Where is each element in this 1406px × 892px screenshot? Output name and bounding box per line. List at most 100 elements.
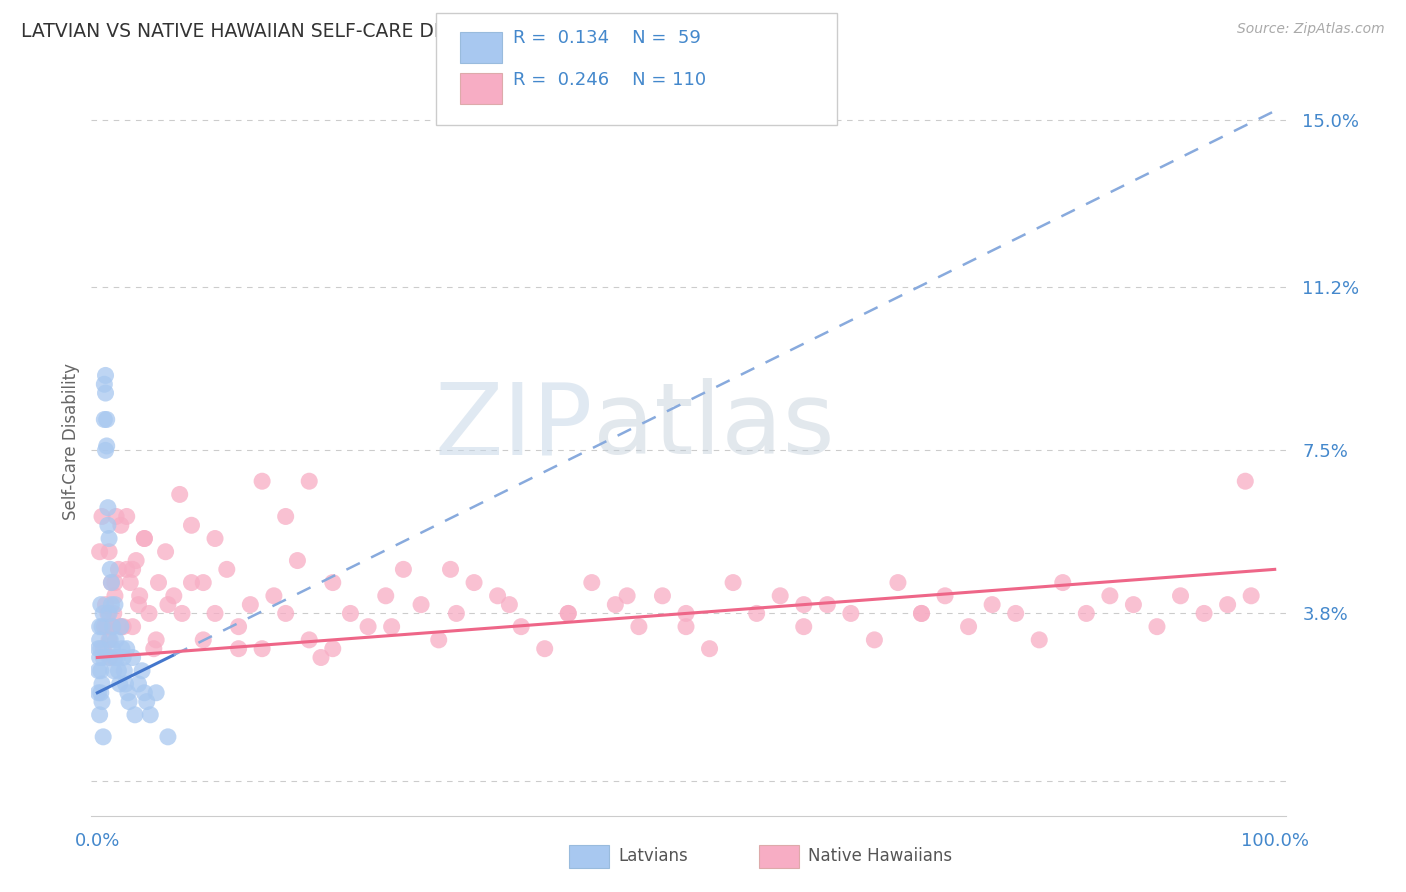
Text: atlas: atlas <box>593 378 835 475</box>
Point <box>169 487 191 501</box>
Point <box>97 518 120 533</box>
Point <box>110 518 132 533</box>
Point <box>91 650 114 665</box>
Point <box>105 632 128 647</box>
Point <box>108 677 131 691</box>
Point <box>91 730 114 744</box>
Point <box>155 545 177 559</box>
Y-axis label: Self-Care Disability: Self-Care Disability <box>62 363 80 520</box>
Point <box>112 664 135 678</box>
Point <box>100 575 122 590</box>
Point <box>409 598 432 612</box>
Point <box>117 686 139 700</box>
Text: R =  0.134    N =  59: R = 0.134 N = 59 <box>513 29 702 47</box>
Point <box>486 589 509 603</box>
Point <box>463 575 485 590</box>
Point <box>89 650 111 665</box>
Point <box>1170 589 1192 603</box>
Point <box>125 553 148 567</box>
Point <box>118 695 141 709</box>
Point <box>110 620 132 634</box>
Point <box>115 562 138 576</box>
Point <box>228 641 250 656</box>
Point <box>115 509 138 524</box>
Point <box>124 707 146 722</box>
Point <box>97 500 120 515</box>
Point <box>120 575 142 590</box>
Point <box>134 532 156 546</box>
Point <box>89 545 111 559</box>
Point <box>96 620 118 634</box>
Point <box>651 589 673 603</box>
Point <box>887 575 910 590</box>
Point <box>263 589 285 603</box>
Point <box>110 620 132 634</box>
Point <box>93 377 115 392</box>
Point <box>675 607 697 621</box>
Point <box>90 641 112 656</box>
Point <box>91 641 114 656</box>
Point <box>105 509 128 524</box>
Point <box>322 641 344 656</box>
Point <box>1076 607 1098 621</box>
Point <box>392 562 415 576</box>
Point <box>910 607 932 621</box>
Point <box>100 575 122 590</box>
Point <box>94 443 117 458</box>
Point <box>357 620 380 634</box>
Point <box>298 474 321 488</box>
Point <box>104 589 127 603</box>
Point <box>1052 575 1074 590</box>
Point <box>89 620 111 634</box>
Point <box>533 641 555 656</box>
Point <box>699 641 721 656</box>
Point <box>98 532 121 546</box>
Point <box>131 664 153 678</box>
Point <box>1234 474 1257 488</box>
Point <box>793 620 815 634</box>
Point <box>1122 598 1144 612</box>
Point <box>510 620 533 634</box>
Point <box>156 730 179 744</box>
Point <box>193 575 215 590</box>
Point <box>101 641 124 656</box>
Point <box>100 598 122 612</box>
Point <box>128 589 150 603</box>
Point <box>90 686 112 700</box>
Point <box>309 650 332 665</box>
Point <box>91 695 114 709</box>
Text: ZIP: ZIP <box>434 378 593 475</box>
Point <box>145 632 167 647</box>
Point <box>322 575 344 590</box>
Text: R =  0.246    N = 110: R = 0.246 N = 110 <box>513 71 706 89</box>
Point <box>98 562 121 576</box>
Point <box>193 632 215 647</box>
Text: Native Hawaiians: Native Hawaiians <box>808 847 953 865</box>
Point <box>721 575 744 590</box>
Point <box>557 607 579 621</box>
Point <box>98 650 121 665</box>
Point <box>94 386 117 401</box>
Point <box>145 686 167 700</box>
Point <box>215 562 238 576</box>
Point <box>134 686 156 700</box>
Point <box>91 677 114 691</box>
Point <box>934 589 956 603</box>
Point <box>381 620 404 634</box>
Point <box>89 632 111 647</box>
Point <box>156 598 179 612</box>
Point <box>339 607 361 621</box>
Point <box>863 632 886 647</box>
Point <box>1028 632 1050 647</box>
Point <box>439 562 461 576</box>
Point <box>274 509 297 524</box>
Point <box>139 707 162 722</box>
Point <box>93 412 115 426</box>
Point <box>981 598 1004 612</box>
Point <box>98 632 121 647</box>
Point <box>134 532 156 546</box>
Point <box>114 677 136 691</box>
Point <box>93 620 115 634</box>
Point <box>204 532 226 546</box>
Point <box>87 664 110 678</box>
